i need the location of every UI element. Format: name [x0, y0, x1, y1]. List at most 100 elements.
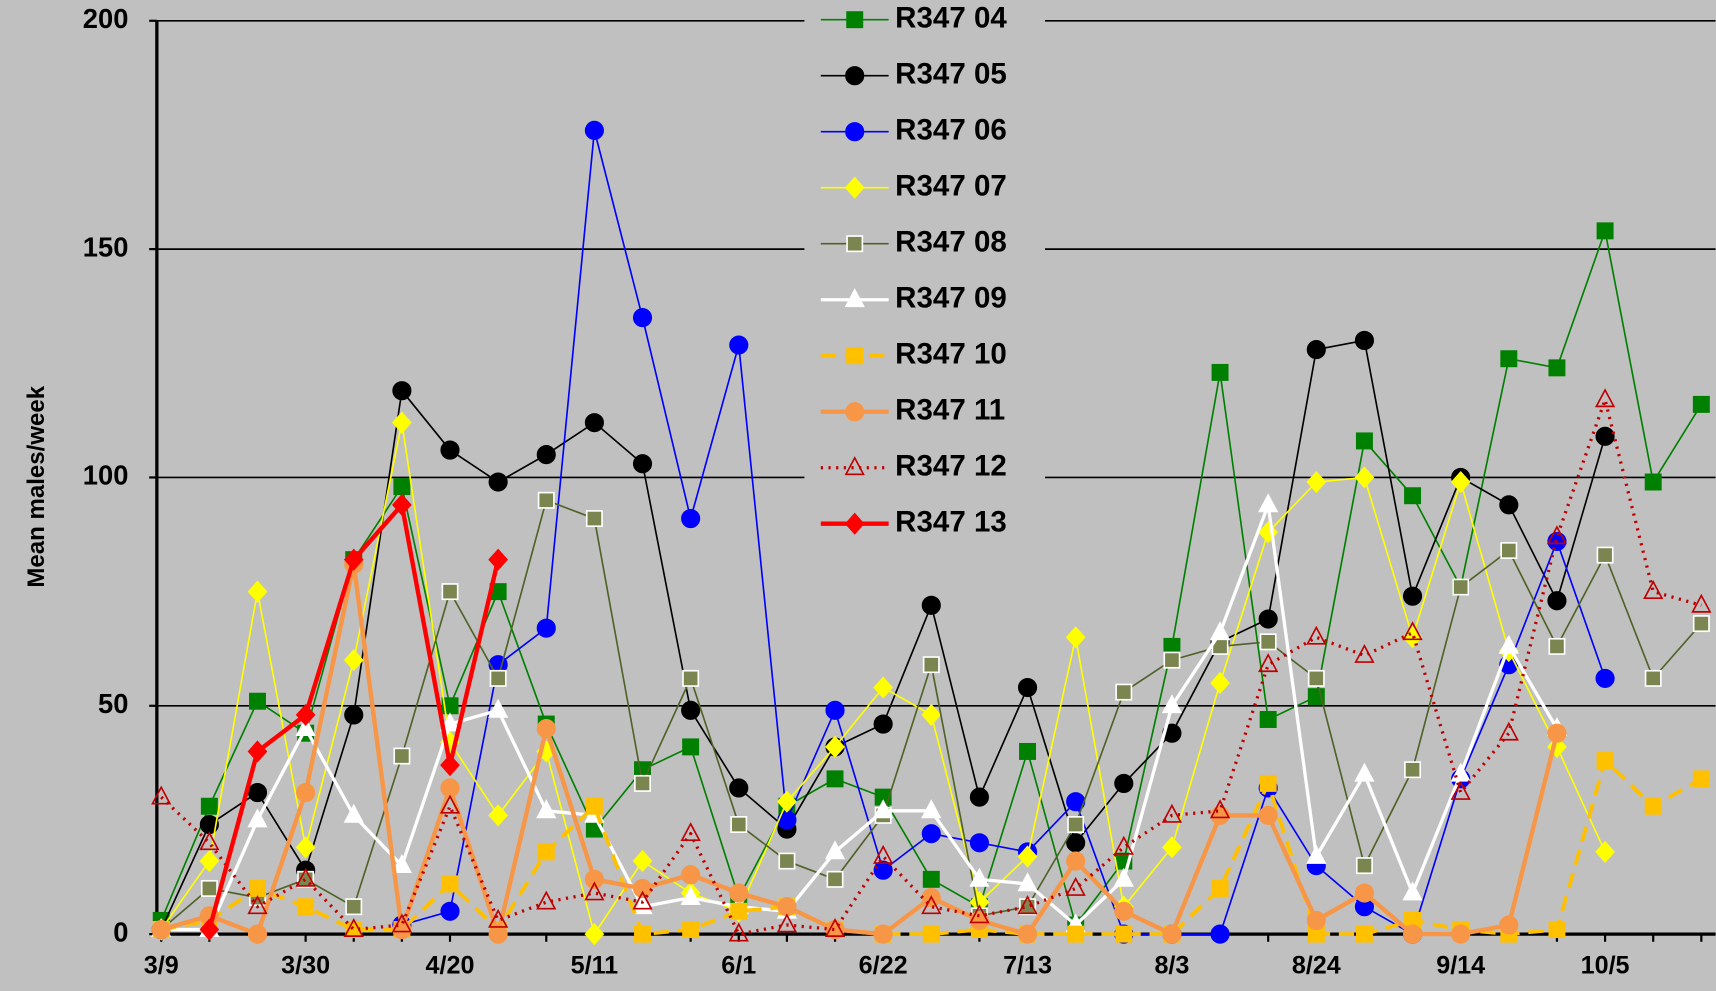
data-point [1162, 836, 1182, 859]
data-point [681, 865, 701, 885]
legend-label: R347 12 [895, 450, 1007, 483]
data-point [1498, 721, 1519, 741]
data-point [921, 703, 942, 726]
data-point [1596, 752, 1614, 770]
data-point [1354, 330, 1375, 351]
data-point [391, 913, 412, 933]
x-tick-label: 6/22 [859, 951, 908, 979]
x-tick-label: 3/9 [144, 951, 179, 979]
data-point [1644, 669, 1662, 687]
data-point [1307, 669, 1325, 687]
data-point [296, 782, 316, 803]
data-point [1498, 634, 1519, 654]
data-point [1115, 683, 1133, 701]
data-point [151, 919, 171, 940]
data-point [1259, 711, 1277, 728]
data-point [1258, 653, 1279, 673]
data-point [680, 822, 701, 842]
data-point [778, 852, 796, 870]
data-point [585, 797, 603, 815]
data-point [584, 413, 604, 433]
data-point [1643, 580, 1664, 600]
y-tick-label: 0 [113, 916, 128, 947]
legend-marker [845, 402, 865, 422]
data-point [1355, 857, 1373, 875]
data-point [1547, 591, 1567, 611]
data-point [634, 774, 651, 792]
data-point [488, 472, 508, 492]
data-point [151, 785, 172, 805]
data-point [1258, 609, 1278, 629]
data-point [585, 510, 603, 528]
data-point [776, 913, 798, 933]
data-point [584, 923, 605, 946]
data-point [680, 886, 701, 905]
data-point [393, 747, 411, 765]
legend-label: R347 08 [895, 225, 1007, 258]
data-point [199, 918, 220, 941]
data-point [873, 799, 894, 819]
x-tick-label: 4/20 [426, 951, 475, 979]
data-point [392, 493, 412, 516]
legend-marker [846, 347, 864, 365]
data-point [439, 712, 461, 732]
data-point [826, 770, 844, 788]
data-point [1113, 835, 1134, 855]
data-point [1644, 473, 1662, 491]
data-point [969, 787, 989, 807]
data-point [921, 895, 942, 915]
data-point [1355, 925, 1373, 943]
data-point [199, 849, 220, 873]
legend-marker [844, 288, 865, 308]
data-point [777, 897, 797, 917]
data-point [729, 335, 749, 355]
data-point [1402, 621, 1423, 641]
y-tick-label: 100 [83, 460, 129, 491]
data-point [297, 898, 315, 916]
data-point [1019, 742, 1037, 760]
data-point [1258, 805, 1278, 825]
data-point [632, 878, 653, 899]
data-point [343, 649, 364, 672]
data-point [1115, 925, 1133, 943]
data-point [1691, 593, 1712, 613]
data-point [1209, 621, 1231, 641]
data-point [584, 120, 604, 140]
data-point [392, 919, 412, 940]
data-point [873, 676, 894, 699]
data-point [730, 902, 748, 920]
data-point [295, 703, 316, 726]
data-point [441, 875, 459, 893]
data-point [729, 778, 749, 798]
data-point [1017, 895, 1038, 915]
data-point [1067, 925, 1085, 943]
data-point [1402, 924, 1423, 944]
legend-label: R347 09 [895, 282, 1007, 315]
data-point [488, 804, 508, 827]
data-point [1065, 876, 1086, 896]
data-point [1499, 915, 1519, 935]
data-point [1017, 924, 1038, 944]
data-point [1162, 924, 1182, 944]
data-point [1355, 432, 1373, 450]
data-point [249, 692, 266, 710]
data-point [488, 924, 508, 944]
data-point [1354, 762, 1375, 782]
legend-label: R347 06 [895, 113, 1007, 146]
data-point [777, 790, 797, 813]
data-point [247, 895, 268, 915]
data-point [969, 904, 990, 924]
data-point [440, 778, 460, 798]
data-point [1692, 615, 1710, 633]
data-point [1354, 643, 1375, 663]
series-line [160, 398, 1702, 936]
data-point [1114, 773, 1134, 793]
data-point [1404, 487, 1422, 505]
data-point [295, 717, 316, 737]
data-point [247, 808, 268, 828]
data-point [199, 831, 220, 851]
data-point [824, 840, 846, 860]
legend-marker [846, 235, 864, 253]
y-tick-label: 200 [83, 3, 129, 34]
